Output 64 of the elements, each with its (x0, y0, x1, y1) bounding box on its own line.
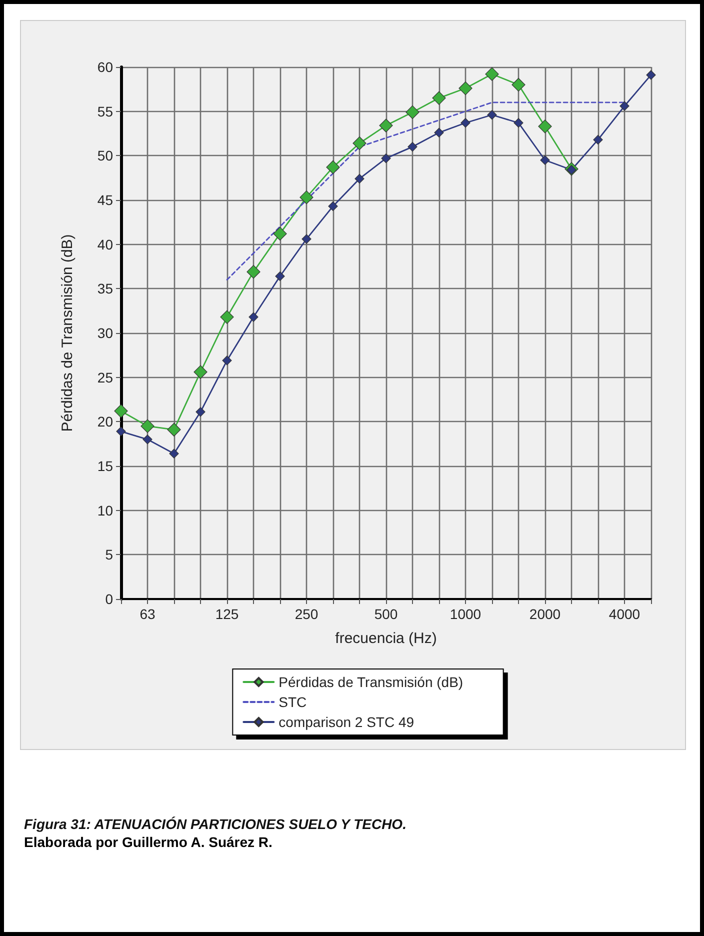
x-tick-label: 125 (215, 606, 239, 622)
x-tick-label: 1000 (450, 606, 482, 622)
point (169, 448, 179, 458)
y-tick-label: 55 (97, 103, 114, 120)
point (222, 356, 232, 366)
point (328, 201, 338, 212)
y-tick-label: 50 (97, 148, 114, 164)
x-tick-label: 500 (374, 606, 398, 622)
x-tick-label: 63 (140, 606, 156, 622)
point (246, 265, 260, 279)
y-tick-label: 5 (105, 546, 114, 563)
point (167, 422, 181, 436)
point (220, 310, 234, 324)
point (406, 105, 420, 120)
y-axis-title: Pérdidas de Transmisión (dB) (59, 234, 76, 432)
point (408, 142, 418, 152)
x-tick-label: 4000 (608, 606, 640, 622)
point (326, 160, 340, 174)
point (140, 419, 154, 433)
point (620, 101, 630, 111)
point (646, 70, 656, 80)
point (142, 434, 152, 444)
point (275, 271, 285, 282)
legend-label: Pérdidas de Transmisión (dB) (278, 674, 464, 690)
y-tick-label: 40 (97, 236, 114, 252)
point (116, 426, 126, 436)
point (273, 226, 287, 240)
point (432, 91, 446, 105)
y-tick-label: 45 (97, 192, 114, 208)
y-tick-label: 35 (97, 280, 114, 297)
point (302, 234, 312, 244)
point (514, 118, 524, 128)
legend-label: comparison 2 STC 49 (278, 714, 414, 730)
point (540, 155, 550, 165)
y-tick-label: 15 (97, 458, 114, 474)
point (538, 120, 552, 134)
point (300, 190, 314, 204)
point (196, 407, 206, 417)
point (381, 154, 391, 164)
y-tick-label: 0 (105, 591, 114, 607)
point (458, 81, 472, 96)
legend-label: STC (278, 694, 307, 710)
point (248, 312, 258, 322)
point (487, 110, 497, 120)
point (379, 118, 393, 132)
x-tick-label: 250 (294, 606, 318, 622)
point (352, 136, 366, 150)
text: Elaborada por Guillermo A. Suárez R. (24, 834, 274, 850)
y-tick-label: 60 (97, 59, 114, 75)
y-tick-label: 10 (97, 502, 114, 518)
point (194, 365, 208, 379)
point (354, 174, 364, 184)
text: Figura 31: ATENUACIÓN PARTICIONES SUELO Y TECHO. (24, 816, 406, 832)
point (460, 118, 470, 128)
x-tick-label: 2000 (529, 606, 561, 622)
y-tick-label: 20 (97, 414, 114, 430)
point (485, 67, 499, 81)
point (593, 134, 603, 145)
point (434, 128, 444, 138)
x-axis-title: frecuencia (Hz) (335, 630, 437, 647)
y-tick-label: 30 (97, 325, 114, 341)
y-tick-label: 25 (97, 369, 114, 386)
point (114, 404, 128, 418)
point (512, 78, 526, 92)
